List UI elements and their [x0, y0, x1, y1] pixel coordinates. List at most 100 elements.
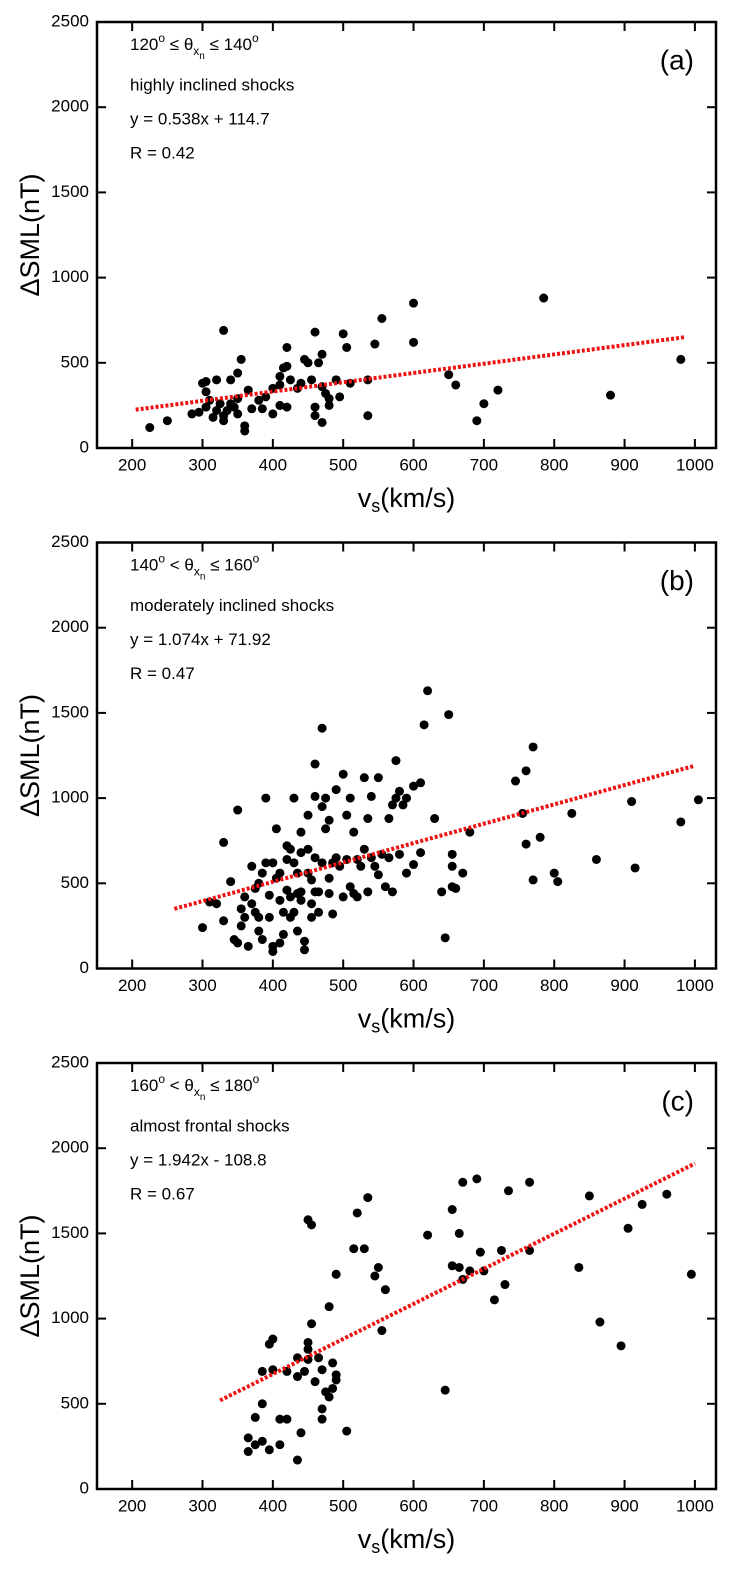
data-point [296, 378, 306, 388]
data-point [328, 1358, 338, 1368]
data-point [472, 1174, 482, 1184]
data-point [472, 416, 482, 426]
equation: y = 0.538x + 114.7 [130, 109, 270, 128]
data-point [349, 1244, 359, 1254]
data-point [275, 400, 285, 410]
data-point [201, 377, 211, 387]
x-label-main: v [358, 1004, 372, 1034]
condition-part: x [193, 44, 199, 58]
y-tick-label: 2500 [51, 1052, 89, 1071]
data-point [525, 1177, 535, 1187]
data-point [307, 899, 317, 909]
data-point [219, 916, 229, 926]
data-point [296, 895, 306, 905]
data-point [292, 926, 302, 936]
x-tick-label: 400 [259, 976, 287, 995]
data-point [366, 791, 376, 801]
data-point [264, 890, 274, 900]
fit-line [219, 1161, 696, 1403]
data-point [338, 892, 348, 902]
condition-part: ≤ 140 [205, 35, 252, 54]
data-point [370, 1271, 380, 1281]
description: highly inclined shocks [130, 75, 294, 94]
data-point [314, 1353, 324, 1363]
data-point [324, 873, 334, 883]
data-point [243, 385, 253, 395]
data-point [247, 899, 257, 909]
data-point [328, 909, 338, 919]
y-tick-label: 500 [61, 1393, 89, 1412]
x-tick-label: 900 [610, 1496, 638, 1515]
data-point [300, 936, 310, 946]
x-tick-label: 400 [259, 455, 287, 474]
data-point [458, 1177, 468, 1187]
x-tick-label: 500 [329, 976, 357, 995]
x-label-sub: s [371, 496, 380, 516]
data-point [250, 1412, 260, 1422]
data-point [289, 793, 299, 803]
data-point [676, 817, 686, 827]
data-point [676, 354, 686, 364]
data-point [254, 926, 264, 936]
y-tick-label: 0 [80, 437, 89, 456]
data-point [335, 861, 345, 871]
data-point [201, 402, 211, 412]
data-point [236, 354, 246, 364]
r-value: R = 0.47 [130, 664, 195, 683]
data-point [380, 882, 390, 892]
x-tick-label: 600 [399, 455, 427, 474]
data-point [257, 935, 267, 945]
data-point [475, 1247, 485, 1257]
data-point [233, 805, 243, 815]
data-point [451, 883, 461, 893]
data-point [377, 1326, 387, 1336]
condition-part: ≤ θ [165, 35, 193, 54]
data-point [373, 870, 383, 880]
data-point [528, 742, 538, 752]
x-tick-label: 600 [399, 1496, 427, 1515]
x-axis-label: vs(km/s) [358, 1524, 455, 1557]
data-point [324, 889, 334, 899]
data-point [271, 824, 281, 834]
y-tick-label: 2000 [51, 97, 89, 116]
data-point [324, 815, 334, 825]
x-label-sub: s [371, 1016, 380, 1036]
data-point [289, 858, 299, 868]
data-point [303, 358, 313, 368]
data-point [500, 1280, 510, 1290]
condition: 140o < θxn ≤ 160o [130, 552, 260, 582]
panel-label: (c) [661, 1085, 694, 1116]
data-point [201, 387, 211, 397]
x-label-sub: s [371, 1537, 380, 1557]
data-point [419, 720, 429, 730]
data-point [275, 895, 285, 905]
data-point [222, 406, 232, 416]
data-point [574, 1262, 584, 1272]
data-point [285, 844, 295, 854]
x-label-main: v [358, 483, 372, 513]
data-point [278, 929, 288, 939]
data-point [268, 1334, 278, 1344]
data-point [465, 827, 475, 837]
data-point [240, 426, 250, 436]
data-point [310, 411, 320, 421]
data-point [310, 1377, 320, 1387]
condition-part: < θ [165, 1076, 194, 1095]
data-point [595, 1317, 605, 1327]
data-point [409, 860, 419, 870]
data-point [686, 1269, 696, 1279]
data-point [352, 1208, 362, 1218]
data-point [637, 1199, 647, 1209]
data-point [243, 1447, 253, 1457]
data-point [359, 1244, 369, 1254]
data-point [591, 854, 601, 864]
data-point [394, 786, 404, 796]
r-value: R = 0.67 [130, 1184, 195, 1203]
data-point [440, 933, 450, 943]
data-point [539, 293, 549, 303]
data-point [359, 773, 369, 783]
data-point [324, 400, 334, 410]
data-point [416, 778, 426, 788]
data-point [549, 868, 559, 878]
condition-part: x [194, 565, 200, 579]
